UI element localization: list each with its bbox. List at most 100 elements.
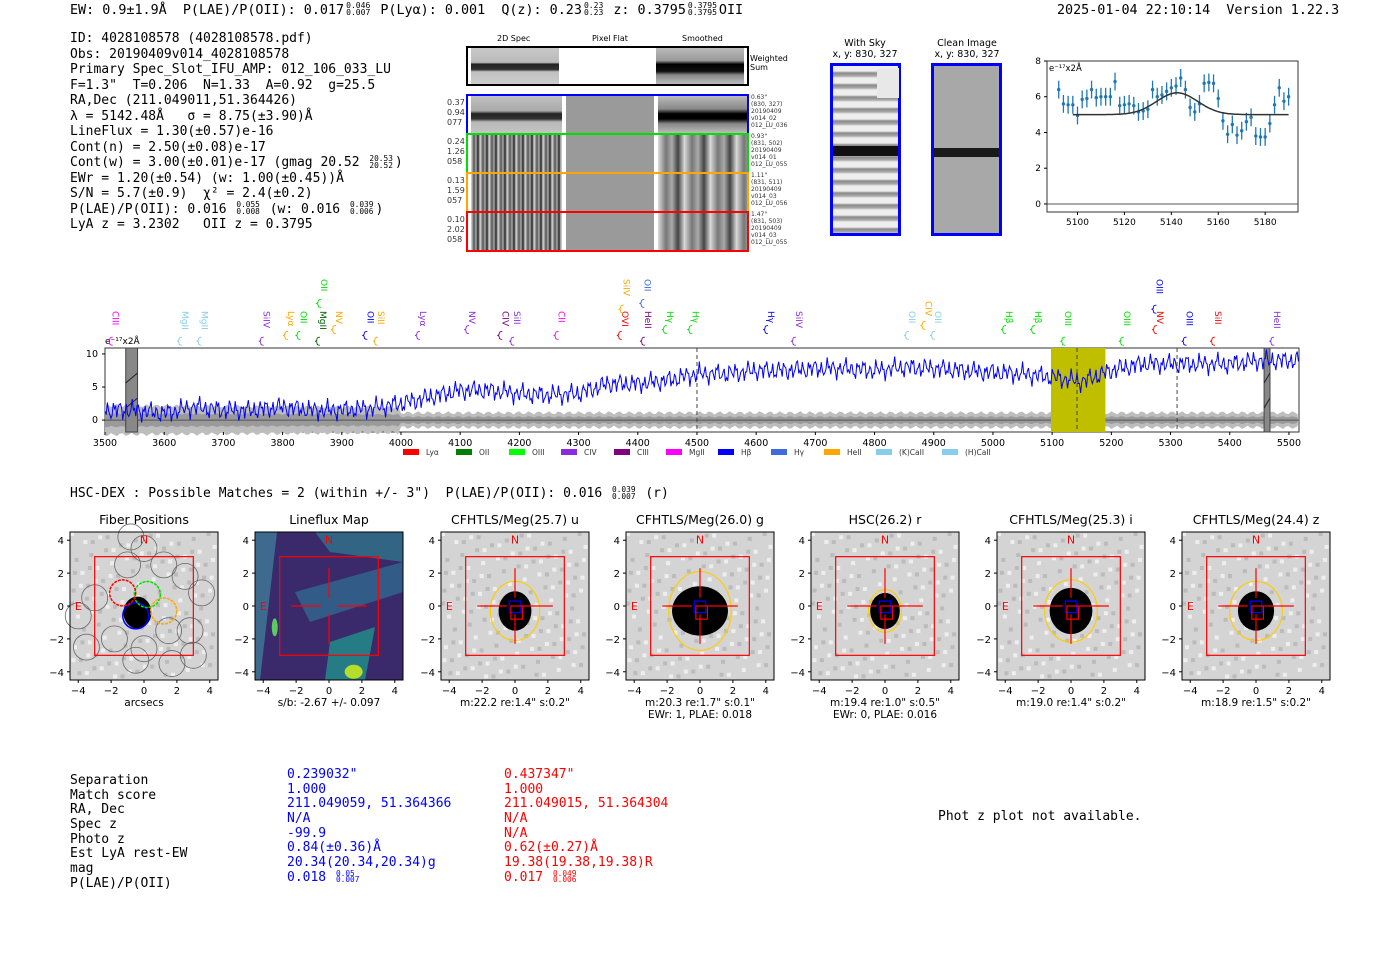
- noise-pixel: [550, 654, 555, 659]
- noise-pixel: [503, 556, 508, 561]
- noise-pixel: [1010, 540, 1015, 545]
- noise-pixel: [173, 572, 178, 577]
- noise-pixel: [1242, 569, 1247, 574]
- data-point: [1061, 102, 1066, 106]
- info-params: F=1.3" T=0.206 N=1.33 A=0.92 g=25.5: [70, 77, 376, 93]
- noise-pixel: [108, 648, 113, 653]
- noise-pixel: [813, 645, 818, 650]
- noise-pixel: [1090, 603, 1095, 608]
- line-bracket-icon: [362, 330, 368, 340]
- noise-pixel: [1023, 622, 1028, 627]
- row-pixel-flat: [566, 174, 654, 211]
- noise-pixel: [176, 541, 181, 546]
- noise-pixel: [998, 588, 1003, 593]
- noise-pixel: [193, 593, 198, 598]
- noise-pixel: [1094, 629, 1099, 634]
- imaging-panel-6: CFHTLS/Meg(25.3) i N E −4 −4 −2 −2 0 0 2 2 4 4 m:19.0…: [976, 512, 1146, 709]
- emission-line-label: SiIV: [621, 279, 631, 297]
- data-point: [1066, 103, 1070, 107]
- noise-pixel: [534, 672, 539, 677]
- noise-pixel: [170, 672, 175, 677]
- east-label: E: [1002, 600, 1009, 613]
- noise-pixel: [1257, 564, 1262, 569]
- noise-pixel: [113, 674, 118, 679]
- noise-pixel: [655, 591, 660, 596]
- noise-pixel: [950, 575, 955, 580]
- table-cell-plae: 0.018 0.05 0.007: [287, 870, 451, 886]
- noise-pixel: [1190, 583, 1195, 588]
- line-bracket-icon: [497, 330, 503, 340]
- noise-pixel: [188, 567, 193, 572]
- y-tick-label: 2: [58, 569, 64, 580]
- noise-pixel: [1034, 661, 1039, 666]
- noise-pixel: [1084, 590, 1089, 595]
- noise-pixel: [721, 659, 726, 664]
- noise-pixel: [1127, 593, 1132, 598]
- fiber-circle: [188, 579, 215, 607]
- east-label: E: [446, 600, 453, 613]
- data-point: [1183, 87, 1188, 92]
- north-label: N: [696, 534, 704, 547]
- noise-pixel: [868, 669, 873, 674]
- x-tick-label: 5300: [1158, 438, 1182, 449]
- noise-pixel: [1306, 650, 1311, 655]
- noise-pixel: [1321, 645, 1326, 650]
- y-tick-label: 10: [86, 349, 98, 360]
- noise-pixel: [1228, 574, 1233, 579]
- noise-pixel: [455, 671, 460, 676]
- noise-pixel: [1103, 611, 1108, 616]
- noise-pixel: [489, 543, 494, 548]
- noise-pixel: [1109, 624, 1114, 629]
- row-pixel-flat: [566, 135, 654, 172]
- noise-pixel: [555, 611, 560, 616]
- noise-pixel: [1300, 567, 1305, 572]
- noise-pixel: [1054, 669, 1059, 674]
- imaging-panel-4: CFHTLS/Meg(26.0) g N E −4 −4 −2 −2 0 0 2 2 4 4 m:20.3…: [605, 512, 775, 721]
- noise-pixel: [1096, 541, 1101, 546]
- noise-pixel: [907, 572, 912, 577]
- east-label: E: [75, 600, 82, 613]
- noise-pixel: [1045, 617, 1050, 622]
- noise-pixel: [479, 574, 484, 579]
- noise-pixel: [831, 609, 836, 614]
- noise-pixel: [997, 532, 1001, 536]
- noise-pixel: [464, 578, 469, 583]
- noise-pixel: [1291, 585, 1296, 590]
- noise-pixel: [646, 609, 651, 614]
- catalog-marker-blue: [1064, 600, 1078, 614]
- noise-pixel: [1059, 556, 1064, 561]
- data-point: [1277, 86, 1281, 90]
- data-point: [1132, 103, 1136, 108]
- noise-pixel: [579, 588, 584, 593]
- noise-pixel: [199, 606, 204, 611]
- y-tick-label: −2: [605, 635, 620, 646]
- noise-pixel: [1317, 619, 1322, 624]
- x-tick-label: 5400: [1218, 438, 1242, 449]
- legend-swatch: [942, 449, 958, 455]
- noise-pixel: [812, 658, 817, 663]
- noise-pixel: [1248, 582, 1253, 587]
- noise-pixel: [87, 640, 92, 645]
- noise-pixel: [561, 549, 566, 554]
- data-point: [1155, 95, 1159, 99]
- plae-w-text: (w: 0.016: [269, 201, 341, 217]
- fiber-circle: [114, 551, 141, 579]
- noise-pixel: [74, 557, 79, 562]
- noise-pixel: [642, 653, 647, 658]
- panel-caption: m:19.4 re:1.0" s:0.5": [830, 697, 940, 709]
- x-tick-label: −4: [71, 686, 86, 697]
- x-tick-label: −4: [812, 686, 827, 697]
- matches-plae-upper: 0.039: [612, 484, 636, 494]
- x-tick-label: 4: [948, 686, 954, 697]
- noise-pixel: [202, 650, 207, 655]
- noise-pixel: [886, 564, 891, 569]
- header-summary: EW: 0.9±1.9Å P(LAE)/P(OII): 0.017 0.046 0.…: [70, 2, 743, 18]
- fiber-circle: [158, 650, 186, 677]
- noise-pixel: [722, 646, 727, 651]
- emission-line-label: SiII: [375, 311, 385, 325]
- noise-pixel: [1014, 565, 1019, 570]
- noise-pixel: [631, 614, 636, 619]
- y-tick-label: −2: [49, 635, 64, 646]
- table-cell: -99.9: [287, 825, 327, 841]
- noise-pixel: [124, 556, 129, 561]
